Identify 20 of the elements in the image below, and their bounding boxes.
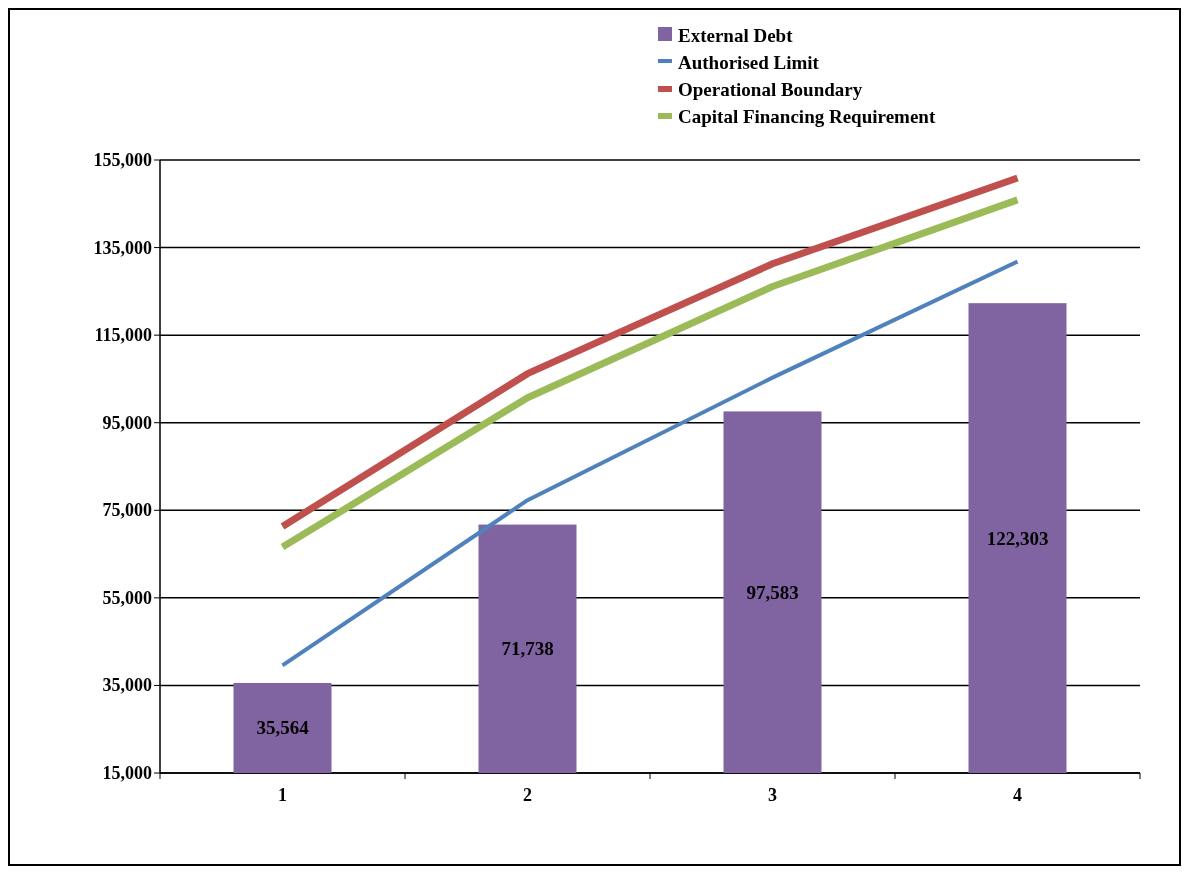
y-tick-label: 115,000 xyxy=(94,325,152,346)
y-tick-label: 75,000 xyxy=(102,500,152,521)
data-label: 122,303 xyxy=(986,527,1049,549)
x-tick-label: 2 xyxy=(523,785,532,805)
data-label: 97,583 xyxy=(746,581,799,603)
y-tick-label: 135,000 xyxy=(93,237,152,258)
y-tick-label: 15,000 xyxy=(102,763,152,783)
legend-label: Authorised Limit xyxy=(678,51,820,73)
legend-label: External Debt xyxy=(678,24,794,46)
y-tick-label: 155,000 xyxy=(93,150,152,170)
legend-label: Operational Boundary xyxy=(678,78,863,100)
x-tick-label: 4 xyxy=(1013,785,1022,805)
y-tick-label: 35,000 xyxy=(102,675,152,696)
data-label: 71,738 xyxy=(501,638,554,660)
x-tick-label: 3 xyxy=(768,785,777,805)
data-label: 35,564 xyxy=(256,717,310,739)
x-tick-label: 1 xyxy=(278,785,287,805)
y-tick-label: 55,000 xyxy=(102,587,152,608)
y-tick-label: 95,000 xyxy=(102,412,152,433)
legend-label: Capital Financing Requirement xyxy=(678,105,936,127)
